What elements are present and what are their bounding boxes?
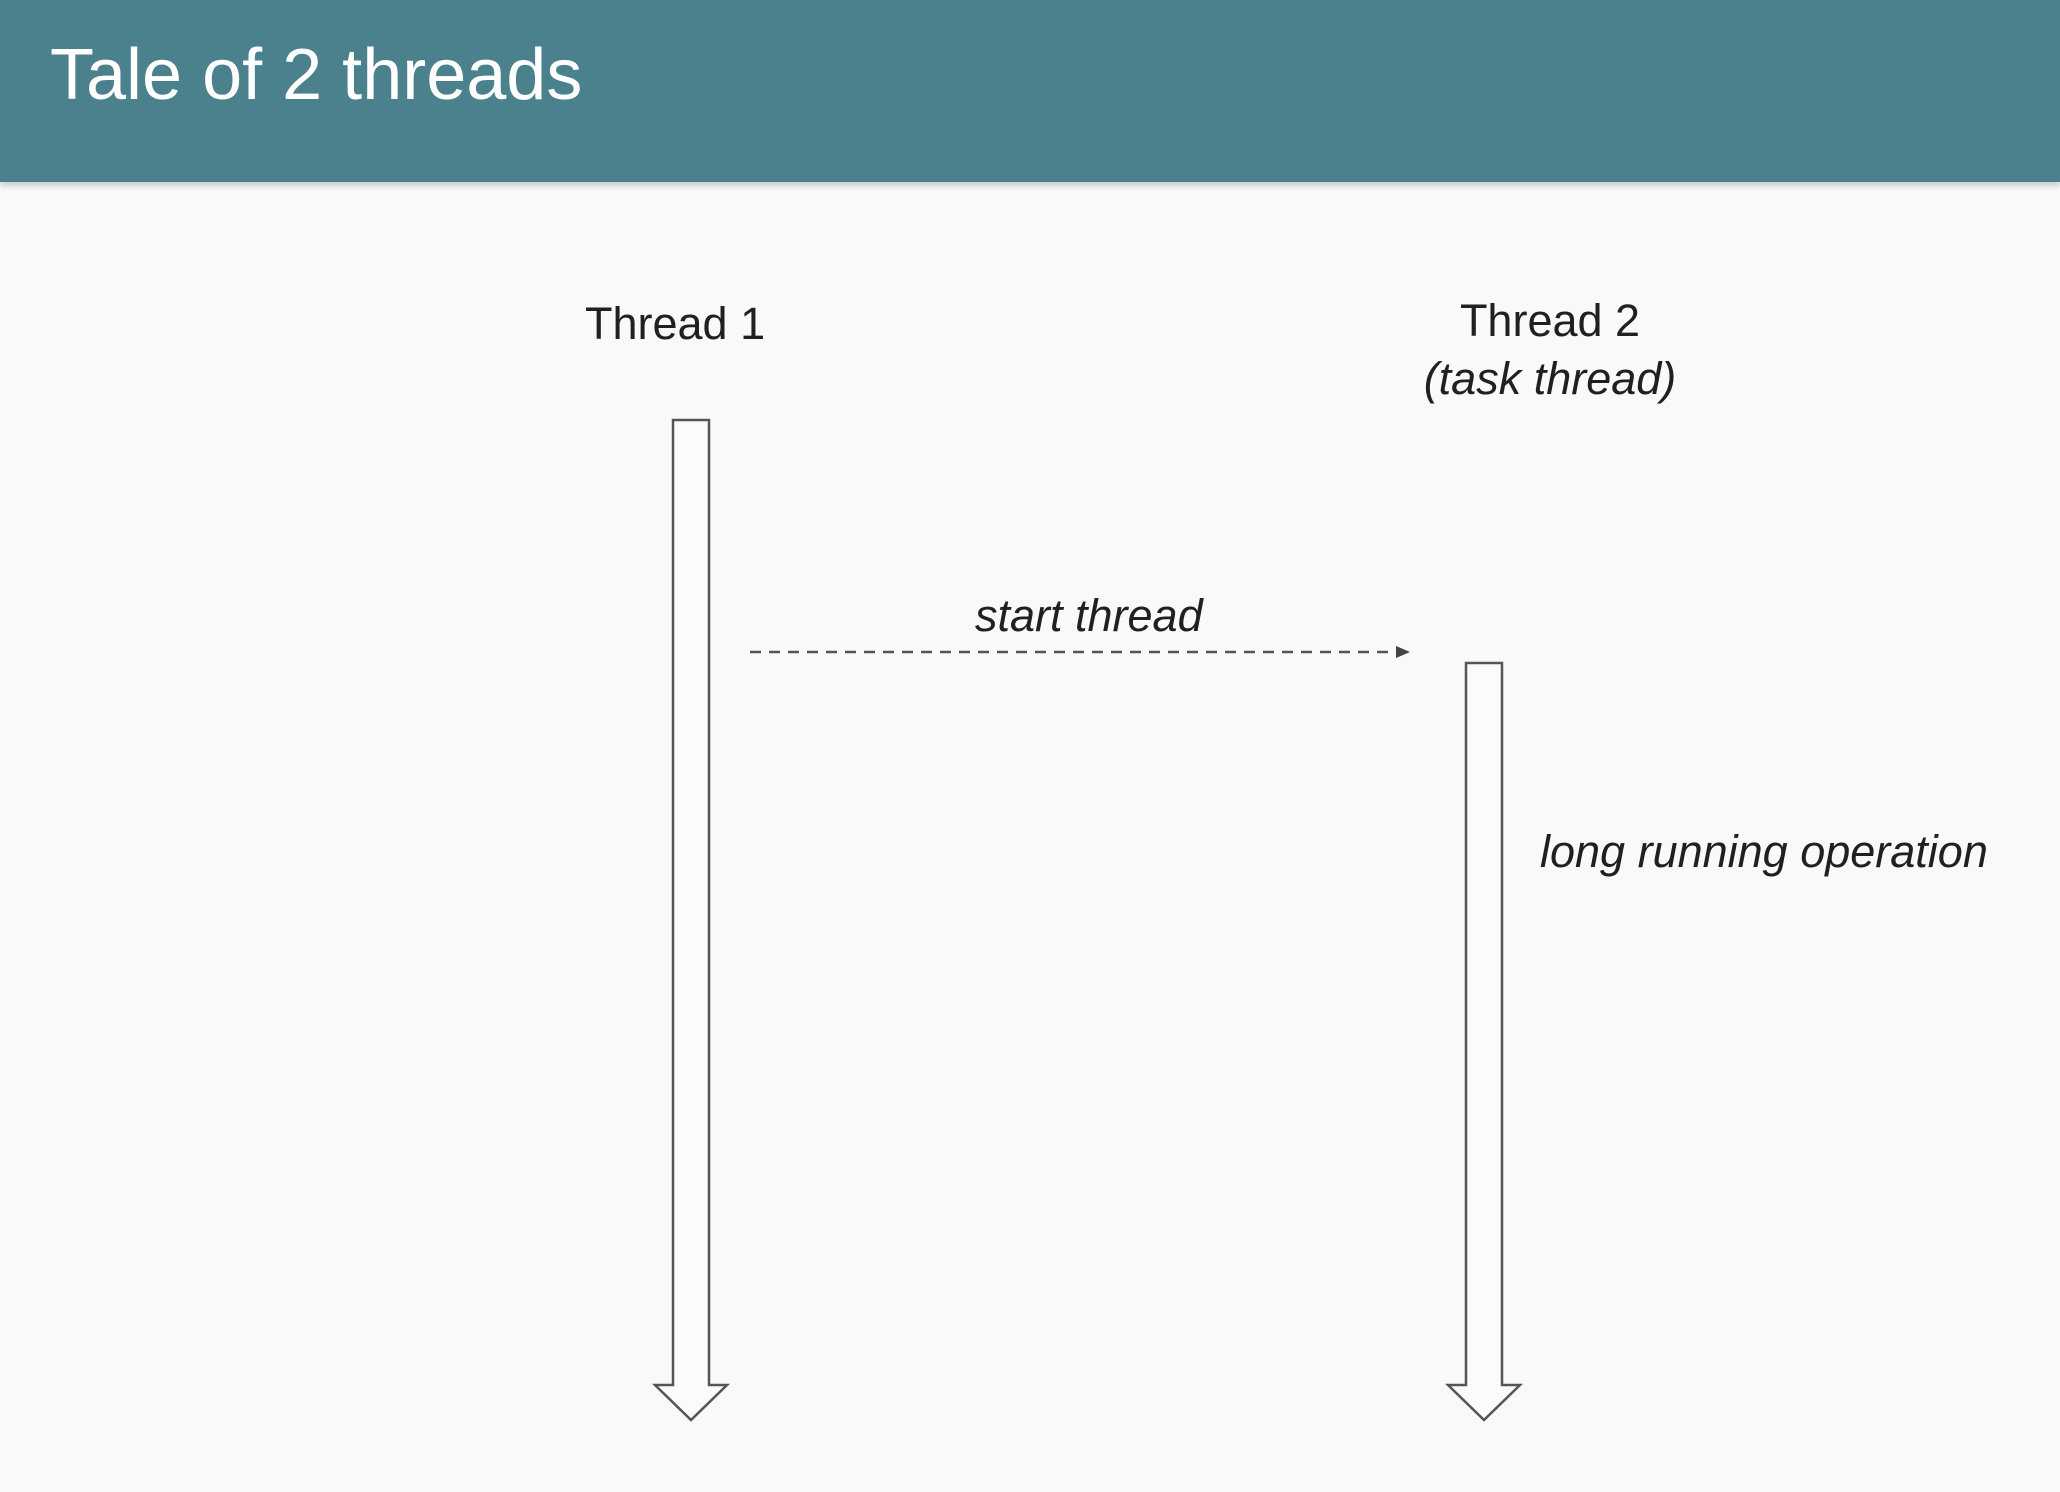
slide-title: Tale of 2 threads xyxy=(50,35,583,115)
thread-1-lifeline-arrow xyxy=(651,418,731,1422)
start-thread-label: start thread xyxy=(975,590,1203,641)
thread-2-lifeline-arrow xyxy=(1444,661,1524,1422)
thread-1-label: Thread 1 xyxy=(585,298,766,349)
title-bar: Tale of 2 threads xyxy=(0,0,2060,182)
start-thread-arrowhead xyxy=(1396,646,1410,658)
thread-2-label-group: Thread 2 (task thread) xyxy=(1360,292,1740,408)
thread-2-sublabel: (task thread) xyxy=(1423,353,1677,404)
long-running-operation-label: long running operation xyxy=(1540,826,1988,877)
thread-2-label: Thread 2 xyxy=(1459,295,1641,346)
